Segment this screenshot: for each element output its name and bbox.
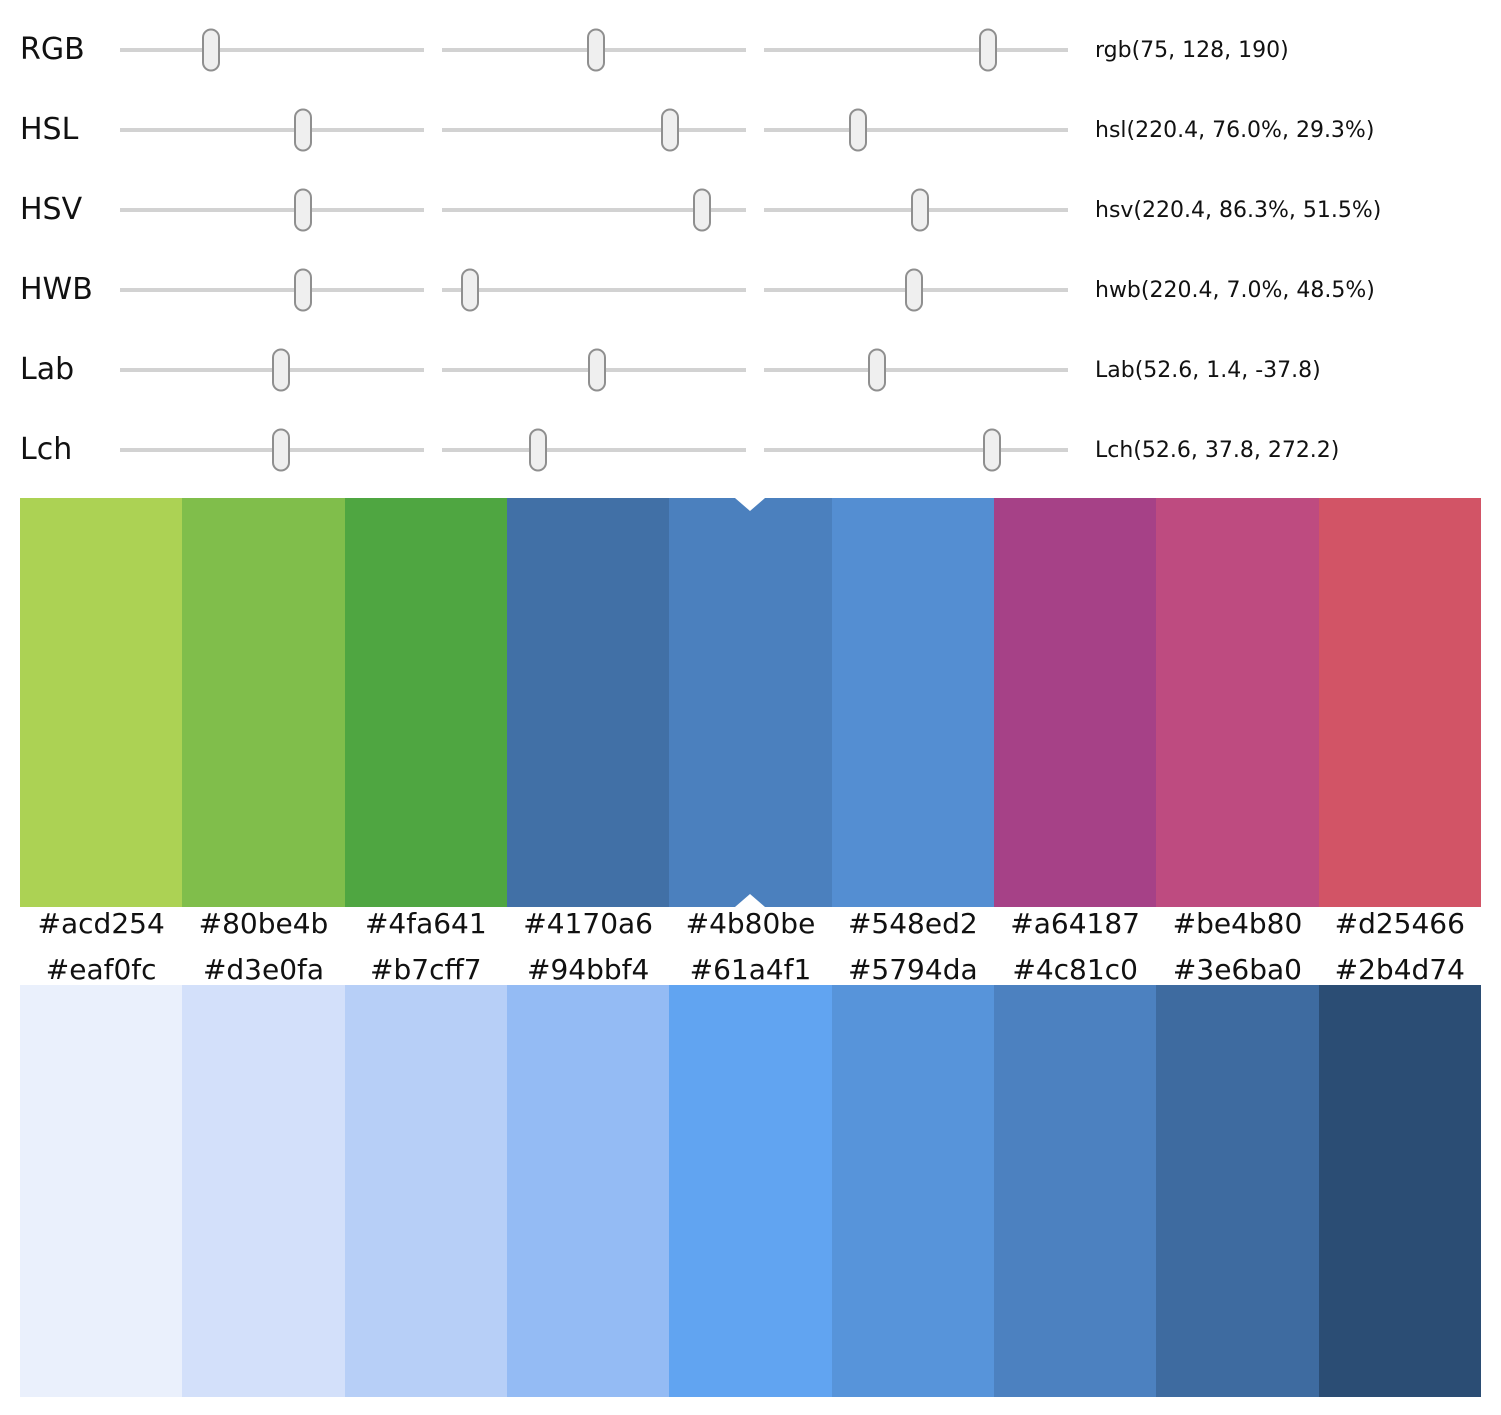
slider-handle-hsl-3[interactable]	[848, 108, 867, 152]
hex-label: #4170a6	[523, 907, 653, 940]
slider-handle-lab-2[interactable]	[587, 348, 606, 392]
hex-label: #a64187	[1010, 907, 1140, 940]
slider-handle-lch-1[interactable]	[271, 428, 290, 472]
hex-label: #4c81c0	[1012, 953, 1138, 986]
slider-track-hsv-2[interactable]	[442, 188, 746, 232]
slider-section: RGB rgb(75, 128, 190) HSL hsl(220.4, 76.0%,…	[0, 0, 1501, 490]
hue-variants-palette	[20, 498, 1481, 907]
palette-swatch-548ed2[interactable]	[831, 498, 994, 907]
slider-track-lch-3[interactable]	[764, 428, 1068, 472]
slider-track-rgb-1[interactable]	[120, 28, 424, 72]
slider-handle-rgb-3[interactable]	[978, 28, 997, 72]
slider-track-lch-2[interactable]	[442, 428, 746, 472]
hex-label: #548ed2	[847, 907, 978, 940]
slider-row-lch: Lch Lch(52.6, 37.8, 272.2)	[0, 410, 1501, 490]
selected-notch-top	[735, 498, 766, 511]
hex-label: #eaf0fc	[45, 953, 157, 986]
slider-track-hwb-3[interactable]	[764, 268, 1068, 312]
tint-shade-hex-labels: #eaf0fc #d3e0fa #b7cff7 #94bbf4 #61a4f1 #5794…	[20, 955, 1481, 985]
palette-swatch-3e6ba0[interactable]	[1156, 985, 1319, 1397]
slider-track-lab-2[interactable]	[442, 348, 746, 392]
slider-track-hwb-1[interactable]	[120, 268, 424, 312]
slider-handle-lab-3[interactable]	[868, 348, 887, 392]
palette-swatch-d25466[interactable]	[1318, 498, 1481, 907]
palette-swatch-a64187[interactable]	[993, 498, 1157, 907]
slider-row-hsl: HSL hsl(220.4, 76.0%, 29.3%)	[0, 90, 1501, 170]
slider-row-label: HWB	[20, 272, 93, 307]
slider-handle-rgb-1[interactable]	[201, 28, 220, 72]
slider-handle-hwb-1[interactable]	[294, 268, 312, 312]
slider-track-hsl-2[interactable]	[442, 108, 746, 152]
slider-row-label: Lch	[20, 432, 73, 467]
slider-handle-hsv-3[interactable]	[910, 188, 929, 232]
slider-row-label: HSL	[20, 112, 79, 147]
palette-swatch-4170a6[interactable]	[506, 498, 670, 907]
hex-label: #4b80be	[685, 907, 816, 940]
slider-row-rgb: RGB rgb(75, 128, 190)	[0, 10, 1501, 90]
palette-swatch-be4b80[interactable]	[1156, 498, 1319, 907]
slider-handle-hsv-2[interactable]	[692, 188, 711, 232]
slider-value-text: Lch(52.6, 37.8, 272.2)	[1095, 437, 1340, 463]
slider-row-lab: Lab Lab(52.6, 1.4, -37.8)	[0, 330, 1501, 410]
hex-label: #5794da	[847, 953, 978, 986]
palette-swatch-5794da[interactable]	[831, 985, 994, 1397]
slider-track-hsv-3[interactable]	[764, 188, 1068, 232]
slider-row-label: RGB	[20, 32, 85, 67]
hex-label: #80be4b	[198, 907, 329, 940]
slider-row-hwb: HWB hwb(220.4, 7.0%, 48.5%)	[0, 250, 1501, 330]
slider-track-lab-1[interactable]	[120, 348, 424, 392]
slider-handle-lab-1[interactable]	[271, 348, 290, 392]
slider-track-hsl-1[interactable]	[120, 108, 424, 152]
slider-handle-hwb-3[interactable]	[904, 268, 923, 312]
palette-swatch-d3e0fa[interactable]	[182, 985, 345, 1397]
selected-notch-bottom	[735, 894, 766, 907]
slider-track-rgb-3[interactable]	[764, 28, 1068, 72]
slider-track-hwb-2[interactable]	[442, 268, 746, 312]
slider-value-text: rgb(75, 128, 190)	[1095, 37, 1289, 63]
slider-handle-lch-3[interactable]	[983, 428, 1001, 472]
palette-swatch-61a4f1[interactable]	[669, 985, 832, 1397]
slider-row-label: HSV	[20, 192, 83, 227]
palette-swatch-80be4b[interactable]	[182, 498, 345, 907]
hex-label: #3e6ba0	[1172, 953, 1302, 986]
palette-swatch-4fa641[interactable]	[344, 498, 507, 907]
hex-label: #d25466	[1334, 907, 1465, 940]
hex-label: #94bbf4	[526, 953, 650, 986]
hex-label: #2b4d74	[1334, 953, 1465, 986]
slider-handle-hsl-2[interactable]	[661, 108, 679, 152]
slider-value-text: Lab(52.6, 1.4, -37.8)	[1095, 357, 1321, 383]
slider-row-label: Lab	[20, 352, 75, 387]
hex-label: #61a4f1	[689, 953, 812, 986]
tint-shade-palette	[20, 985, 1481, 1397]
slider-handle-rgb-2[interactable]	[586, 28, 605, 72]
hex-label: #b7cff7	[370, 953, 482, 986]
palette-swatch-eaf0fc[interactable]	[20, 985, 183, 1397]
hex-label: #4fa641	[364, 907, 487, 940]
hex-label: #d3e0fa	[202, 953, 325, 986]
slider-handle-hwb-2[interactable]	[460, 268, 479, 312]
palette-swatch-acd254[interactable]	[20, 498, 183, 907]
hue-variants-hex-labels: #acd254 #80be4b #4fa641 #4170a6 #4b80be #548e…	[20, 909, 1481, 939]
palette-swatch-4c81c0[interactable]	[993, 985, 1157, 1397]
slider-value-text: hwb(220.4, 7.0%, 48.5%)	[1095, 277, 1375, 303]
palette-swatch-4b80be[interactable]	[669, 498, 832, 907]
slider-track-lab-3[interactable]	[764, 348, 1068, 392]
palette-swatch-b7cff7[interactable]	[344, 985, 507, 1397]
slider-track-hsl-3[interactable]	[764, 108, 1068, 152]
slider-handle-lch-2[interactable]	[529, 428, 548, 472]
palette-swatch-94bbf4[interactable]	[506, 985, 670, 1397]
slider-value-text: hsl(220.4, 76.0%, 29.3%)	[1095, 117, 1375, 143]
slider-track-lch-1[interactable]	[120, 428, 424, 472]
slider-value-text: hsv(220.4, 86.3%, 51.5%)	[1095, 197, 1382, 223]
slider-handle-hsl-1[interactable]	[294, 108, 312, 152]
slider-handle-hsv-1[interactable]	[294, 188, 312, 232]
hex-label: #be4b80	[1172, 907, 1303, 940]
hex-label: #acd254	[37, 907, 165, 940]
slider-track-hsv-1[interactable]	[120, 188, 424, 232]
slider-track-rgb-2[interactable]	[442, 28, 746, 72]
slider-row-hsv: HSV hsv(220.4, 86.3%, 51.5%)	[0, 170, 1501, 250]
palette-swatch-2b4d74[interactable]	[1318, 985, 1481, 1397]
